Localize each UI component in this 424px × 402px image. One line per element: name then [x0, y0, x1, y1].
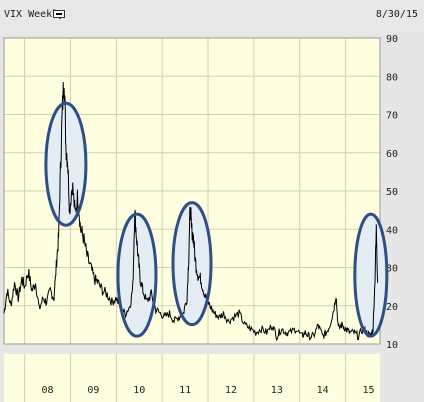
highlight-ellipse — [44, 101, 88, 227]
plot-border — [3, 37, 381, 345]
x-tick-label: 15 — [363, 385, 375, 396]
chart-date: 8/30/15 — [375, 9, 418, 20]
highlight-ellipse — [116, 212, 158, 338]
x-axis-band — [4, 354, 380, 402]
y-tick-label: 50 — [386, 187, 398, 198]
highlight-fill — [45, 103, 86, 226]
x-tick-label: 10 — [133, 385, 145, 396]
chart-header: VIX Weekly 8/30/15 — [0, 0, 424, 32]
y-tick-label: 40 — [386, 225, 398, 236]
highlight-ellipse — [353, 212, 389, 338]
y-tick-label: 30 — [386, 264, 398, 275]
highlight-fill — [117, 214, 156, 337]
x-tick-label: 11 — [179, 385, 191, 396]
highlight-ellipse — [171, 201, 213, 327]
x-tick-label: 13 — [271, 385, 283, 396]
y-tick-label: 20 — [386, 302, 398, 313]
x-tick-label: 12 — [225, 385, 237, 396]
vix-line — [3, 81, 379, 342]
y-tick-label: 90 — [386, 34, 398, 45]
highlight-fill — [354, 214, 387, 337]
x-tick-label: 09 — [87, 385, 99, 396]
x-tick-label: 14 — [317, 385, 329, 396]
y-tick-label: 60 — [386, 149, 398, 160]
menu-icon[interactable] — [53, 10, 65, 18]
highlight-fill — [173, 202, 211, 325]
y-tick-label: 80 — [386, 72, 398, 83]
y-tick-label: 10 — [386, 340, 398, 351]
y-tick-label: 70 — [386, 111, 398, 122]
x-tick-label: 08 — [42, 385, 54, 396]
chart-title: VIX Weekly — [4, 9, 65, 20]
